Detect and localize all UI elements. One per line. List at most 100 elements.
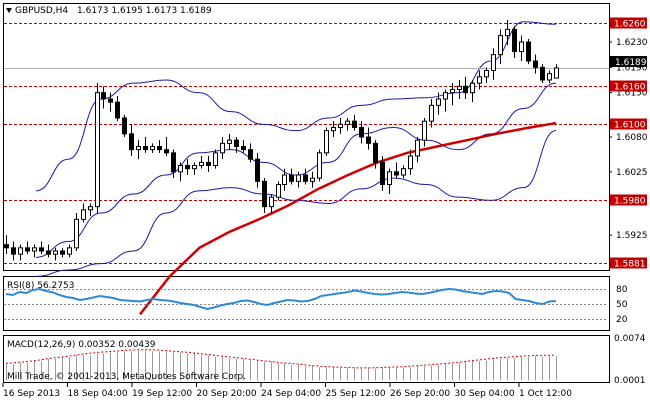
candle (164, 137, 169, 156)
candle-body (359, 127, 364, 138)
candle-body (60, 250, 65, 255)
candle-body (32, 247, 37, 252)
candle (547, 70, 552, 84)
price-tick-label: 1.6150 (616, 89, 648, 99)
candle (526, 38, 531, 65)
candle-body (262, 180, 267, 208)
candle-body (547, 73, 552, 81)
candle-body (122, 117, 127, 135)
level-tag (610, 80, 647, 92)
candle-body (436, 98, 441, 106)
candle (108, 92, 113, 112)
candle (262, 178, 267, 213)
candle (505, 19, 510, 46)
candle (296, 171, 301, 188)
level-tag-label: 1.6100 (614, 121, 646, 131)
candle-body (505, 28, 510, 37)
time-tick-label: 18 Sep 04:00 (68, 389, 128, 399)
rsi-tick-label: 20 (616, 315, 628, 325)
candle-body (457, 85, 462, 91)
level-tag (610, 17, 647, 29)
price-axis: 1.6230 1.6190 1.6150 1.6080 1.6025 1.5925 (609, 38, 648, 241)
candle (25, 241, 30, 255)
candle-body (199, 161, 204, 166)
candle-body (345, 120, 350, 125)
level-tag (610, 257, 647, 269)
candle-body (81, 209, 86, 220)
candle (192, 162, 197, 175)
candle-body (192, 165, 197, 170)
candle-body (220, 142, 225, 154)
candle-body (101, 92, 106, 100)
level-tag-label: 1.6160 (614, 83, 646, 93)
candle-body (303, 174, 308, 182)
candle (380, 156, 385, 191)
candle-body (408, 155, 413, 170)
candle-body (380, 161, 385, 185)
candle-body (373, 142, 378, 163)
candle-body (484, 70, 489, 78)
candle (67, 244, 72, 258)
candle-body (4, 244, 9, 249)
candle-body (470, 82, 475, 94)
candle-body (150, 146, 155, 151)
candle (324, 127, 329, 156)
candle (345, 118, 350, 131)
price-tick-label: 1.5925 (616, 231, 648, 241)
candle (88, 203, 93, 217)
candle-body (46, 250, 51, 255)
candle-body (282, 174, 287, 185)
candle-body (331, 127, 336, 132)
candle (387, 168, 392, 194)
ohlc-values: 1.6173 1.6195 1.6173 1.6189 (77, 6, 212, 16)
rsi-tick-label: 80 (616, 285, 628, 295)
level-labels: 1.6260 1.6160 1.6100 1.5980 1.5881 (610, 17, 647, 270)
candle (101, 86, 106, 109)
candle-body (276, 184, 281, 198)
rsi-tick-label: 50 (616, 300, 628, 310)
collapse-arrow-icon[interactable] (6, 8, 12, 13)
candle (206, 156, 211, 172)
candle (241, 140, 246, 153)
candle-body (234, 139, 239, 148)
candle-body (554, 67, 559, 79)
candle-body (108, 98, 113, 103)
candle (220, 137, 225, 160)
candle-body (366, 136, 371, 144)
candle (477, 70, 482, 90)
candle (491, 48, 496, 80)
candle-body (39, 247, 44, 252)
macd-histogram (6, 350, 557, 381)
candle-body (422, 120, 427, 141)
candle (60, 247, 65, 258)
candle-body (178, 165, 183, 173)
macd-axis: 0.0074 0.0001 (614, 334, 646, 386)
candle-body (171, 152, 176, 173)
candle (540, 64, 545, 84)
candle (415, 137, 420, 163)
candle-body (115, 101, 120, 119)
candle-body (491, 54, 496, 72)
time-axis: 16 Sep 2013 18 Sep 04:00 19 Sep 12:00 20 Se… (2, 383, 572, 399)
candle-body (248, 149, 253, 160)
candle (443, 89, 448, 112)
candle (401, 165, 406, 179)
candle (255, 152, 260, 188)
candle (269, 194, 274, 213)
candle (136, 140, 141, 160)
candle-body (512, 28, 517, 52)
candle (157, 140, 162, 153)
candle-body (429, 104, 434, 122)
candle (436, 92, 441, 115)
candle (213, 149, 218, 169)
candle (143, 137, 148, 153)
macd-tick-label: 0.0074 (614, 334, 646, 344)
candle (352, 114, 357, 131)
candle-body (129, 133, 134, 151)
copyright-text: Mill Trade, © 2001-2013, MetaQuotes Soft… (7, 372, 246, 382)
rsi-level-lines (4, 289, 608, 320)
price-tick-label: 1.6190 (616, 63, 648, 73)
rsi-label: RSI(8) 56.2753 (7, 281, 74, 291)
candle-body (18, 247, 23, 255)
